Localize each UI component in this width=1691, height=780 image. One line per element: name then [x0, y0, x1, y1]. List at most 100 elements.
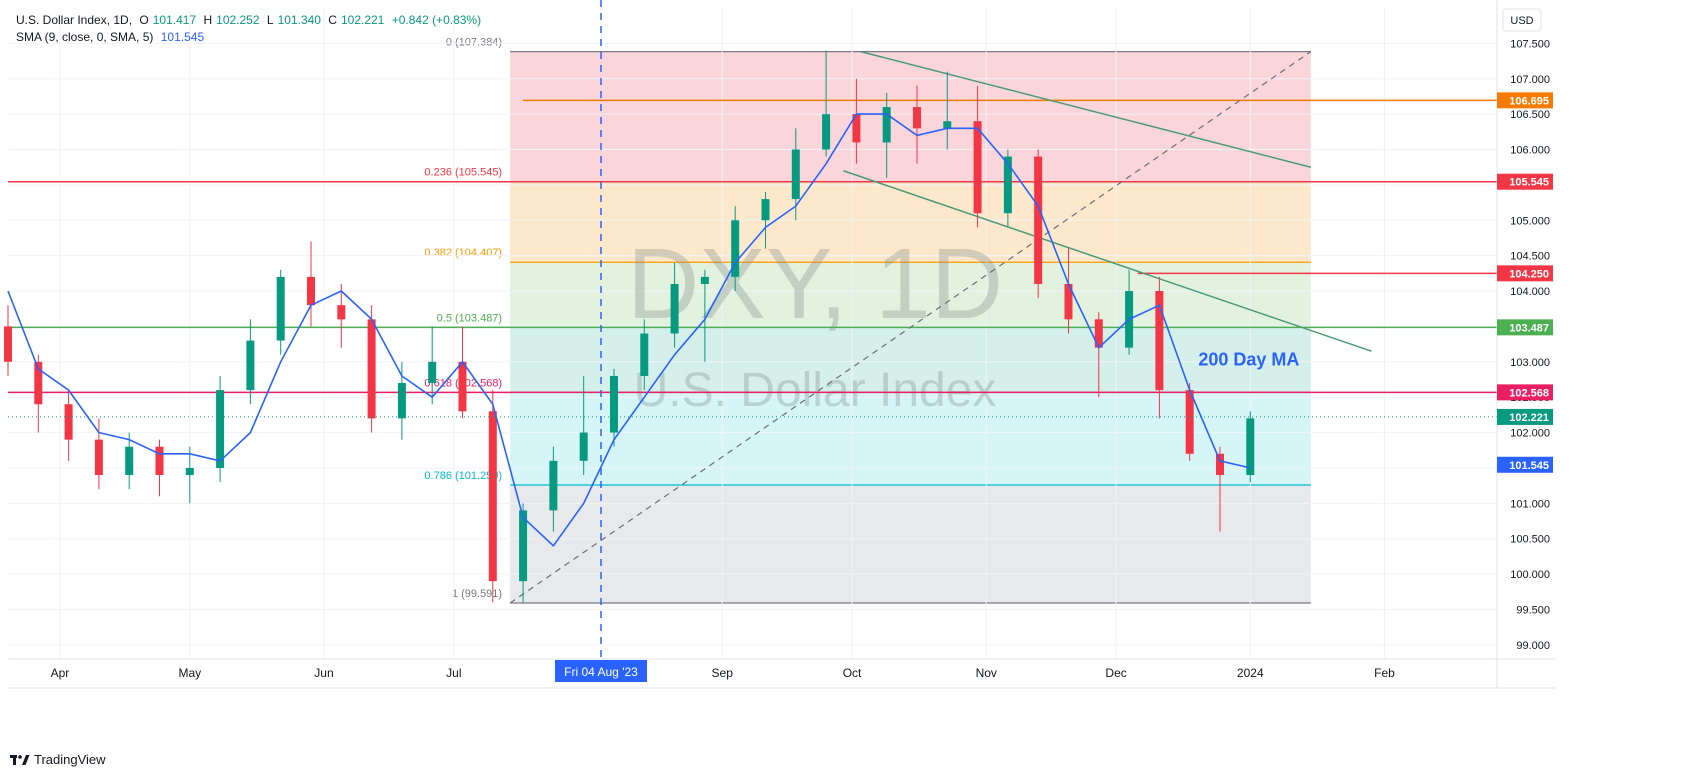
annotation-200-day-ma: 200 Day MA [1198, 349, 1299, 369]
drawings[interactable]: 200 Day MA [8, 0, 1497, 659]
candle-body [882, 107, 891, 143]
candle-body [34, 361, 43, 405]
candle-body [731, 220, 740, 277]
candle-body [852, 114, 861, 143]
y-tick-label: 102.000 [1510, 428, 1550, 440]
watermark-symbol: DXY, 1D [627, 228, 1003, 340]
candle-body [216, 390, 225, 468]
candle-body [276, 276, 285, 341]
x-tick-label: Nov [976, 666, 997, 680]
currency-box [1502, 8, 1542, 32]
axes: USD107.500107.000106.500106.000105.50010… [8, 0, 1556, 689]
candle-body [488, 411, 497, 582]
legend-row-main: U.S. Dollar Index, 1D, O 101.417 H 102.252… [16, 13, 485, 27]
legend-low-value: 101.340 [277, 13, 321, 27]
price-tag-label: 104.250 [1509, 268, 1549, 280]
fib-level-label: 0 (107.384) [446, 37, 502, 49]
legend-close-value: 102.221 [340, 13, 385, 27]
crosshair-date-label: Fri 04 Aug '23 [564, 665, 638, 679]
tradingview-logo-icon [10, 754, 30, 766]
candle-body [397, 383, 406, 419]
x-tick-label: Jun [314, 666, 333, 680]
legend-row-sma[interactable]: SMA (9, close, 0, SMA, 5) 101.545 [16, 30, 208, 44]
currency-label: USD [1510, 15, 1533, 27]
candles [4, 50, 1255, 603]
legend-open-value: 101.417 [152, 13, 197, 27]
x-tick-label: Apr [51, 666, 70, 680]
candle-body [1215, 453, 1224, 476]
candle-body [791, 149, 800, 200]
candle-body [1034, 156, 1043, 284]
price-tag [1497, 456, 1553, 473]
price-tag [1497, 173, 1553, 190]
candle-body [1003, 156, 1012, 214]
fib-level-label: 1 (99.591) [452, 588, 502, 600]
y-axis-panel [1497, 0, 1556, 688]
y-tick-label: 99.500 [1516, 604, 1550, 616]
price-tag-label: 101.545 [1509, 460, 1549, 472]
candle-body [306, 276, 315, 306]
x-tick-label: Jul [446, 666, 461, 680]
y-tick-label: 107.000 [1510, 74, 1550, 86]
candle-body [609, 375, 618, 433]
candle-body [912, 107, 921, 129]
candle-body [4, 326, 12, 362]
price-tag [1497, 384, 1553, 401]
y-tick-label: 107.500 [1510, 38, 1550, 50]
x-tick-label: 2024 [1237, 666, 1264, 680]
price-tag-label: 102.221 [1509, 412, 1549, 424]
fib-zone [510, 484, 1311, 604]
candle-body [1064, 283, 1073, 320]
trend-line [860, 50, 1312, 168]
fib-level-label: 0.786 (101.259) [424, 470, 502, 482]
y-tick-label: 100.000 [1510, 569, 1550, 581]
legend-high-label: H [203, 13, 213, 27]
x-tick-label: Oct [843, 666, 862, 680]
y-tick-label: 101.000 [1510, 498, 1550, 510]
y-tick-label: 105.000 [1510, 215, 1550, 227]
grid [8, 8, 1497, 659]
price-tag-label: 102.568 [1509, 387, 1549, 399]
sma-series-line [7, 113, 1251, 548]
legend-close-label: C [328, 13, 337, 27]
diagonal-trend-line [509, 51, 1312, 604]
x-tick-label: May [178, 666, 201, 680]
candle-body [155, 446, 164, 476]
candle-body [640, 333, 649, 376]
candle-body [337, 305, 346, 320]
y-tick-label: 99.000 [1516, 640, 1550, 652]
candle-body [125, 446, 134, 476]
price-tag [1497, 408, 1553, 425]
candle-body [428, 361, 437, 384]
watermark-name: U.S. Dollar Index [634, 364, 997, 417]
candle-body [458, 361, 467, 412]
legend-high-value: 102.252 [216, 13, 260, 27]
candle-body [761, 199, 770, 221]
tradingview-brand[interactable]: TradingView [10, 752, 106, 767]
legend-sma-label: SMA (9, close, 0, SMA, 5) [16, 30, 154, 44]
fib-zone [510, 392, 1311, 485]
trend-line [843, 170, 1372, 352]
candle-body [1155, 291, 1164, 391]
candle-body [700, 276, 709, 284]
candle-body [519, 510, 528, 582]
price-tag [1497, 92, 1553, 109]
fib-zone [510, 181, 1311, 263]
x-tick-label: Dec [1105, 666, 1126, 680]
fib-zone [510, 51, 1311, 182]
candle-body [367, 319, 376, 419]
x-tick-label: Sep [712, 666, 734, 680]
sma-line [7, 113, 1497, 548]
x-tick-label: Feb [1374, 666, 1395, 680]
y-tick-label: 104.500 [1510, 251, 1550, 263]
candle-body [246, 340, 255, 391]
candle-body [579, 432, 588, 461]
price-tag-label: 106.695 [1509, 95, 1549, 107]
candle-body [1246, 418, 1255, 476]
candle-body [185, 467, 194, 476]
candle-body [1185, 390, 1194, 454]
legend-open-label: O [139, 13, 149, 27]
legend-sma-value: 101.545 [160, 30, 205, 44]
y-tick-label: 100.500 [1510, 534, 1550, 546]
